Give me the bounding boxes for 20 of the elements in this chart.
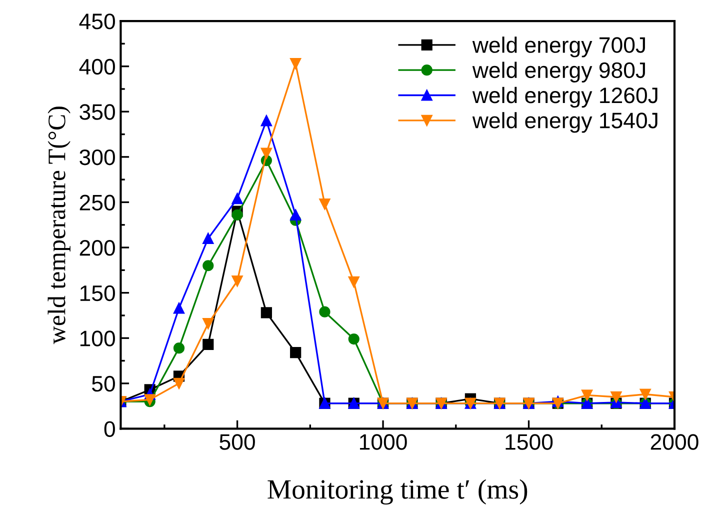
- y-tick-label: 450: [79, 14, 115, 30]
- y-tick-label: 100: [80, 330, 115, 346]
- legend-label: weld energy 700J: [472, 36, 645, 58]
- y-tick-label: 400: [79, 58, 115, 75]
- x-tick-label: 1500: [506, 434, 553, 450]
- y-tick-label: 150: [80, 285, 115, 302]
- legend-label: weld energy 1260J: [472, 86, 658, 108]
- x-axis-title: Monitoring time t′ (ms): [268, 479, 528, 505]
- y-tick-label: 350: [80, 104, 115, 120]
- y-axis-title: weld temperature T(°C): [48, 106, 70, 344]
- x-tick-label: 2000: [650, 434, 698, 450]
- y-tick-label: 0: [104, 421, 115, 437]
- y-tick-label: 250: [80, 194, 115, 210]
- y-tick-label: 200: [80, 240, 115, 256]
- legend-label: weld energy 1540J: [472, 112, 658, 133]
- legend-label: weld energy 980J: [472, 62, 645, 82]
- x-tick-label: 500: [220, 434, 255, 450]
- y-tick-label: 300: [80, 149, 115, 166]
- y-tick-label: 50: [92, 376, 115, 392]
- x-tick-label: 1000: [360, 434, 407, 450]
